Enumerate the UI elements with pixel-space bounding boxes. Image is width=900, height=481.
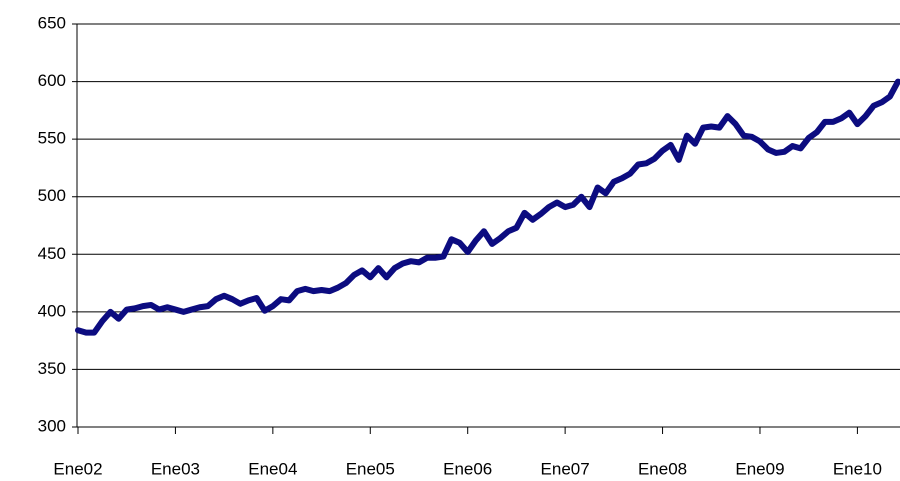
x-tick-label: Ene03 [151,459,200,478]
y-tick-label: 550 [38,129,66,148]
x-tick-label: Ene02 [53,459,102,478]
y-tick-label: 600 [38,71,66,90]
y-tick-label: 450 [38,244,66,263]
data-line [75,78,900,336]
x-tick-label: Ene09 [735,459,784,478]
x-tick-label: Ene04 [248,459,297,478]
x-tick-label: Ene05 [346,459,395,478]
x-tick-label: Ene08 [638,459,687,478]
x-tick-label: Ene07 [541,459,590,478]
y-tick-label: 650 [38,13,66,32]
y-tick-label: 400 [38,301,66,320]
y-tick-label: 350 [38,359,66,378]
y-tick-label: 500 [38,186,66,205]
x-tick-label: Ene10 [833,459,882,478]
x-tick-label: Ene06 [443,459,492,478]
y-tick-label: 300 [38,416,66,435]
